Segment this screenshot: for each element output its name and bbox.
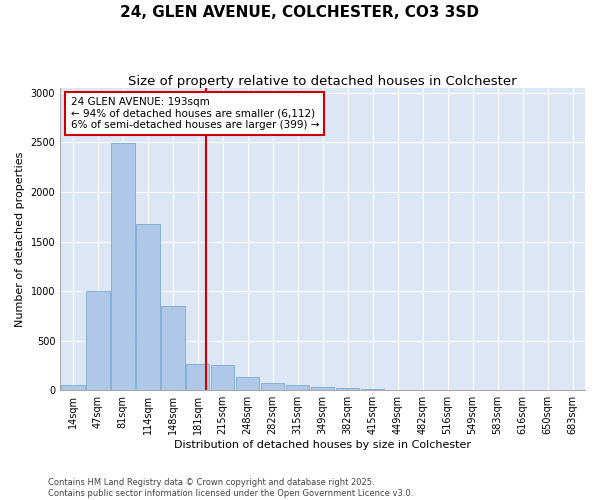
Bar — [311, 387, 334, 390]
Text: 24 GLEN AVENUE: 193sqm
← 94% of detached houses are smaller (6,112)
6% of semi-d: 24 GLEN AVENUE: 193sqm ← 94% of detached… — [71, 97, 319, 130]
X-axis label: Distribution of detached houses by size in Colchester: Distribution of detached houses by size … — [174, 440, 471, 450]
Bar — [86, 291, 110, 390]
Y-axis label: Number of detached properties: Number of detached properties — [15, 152, 25, 327]
Bar — [136, 224, 160, 390]
Title: Size of property relative to detached houses in Colchester: Size of property relative to detached ho… — [128, 75, 517, 88]
Text: Contains HM Land Registry data © Crown copyright and database right 2025.
Contai: Contains HM Land Registry data © Crown c… — [48, 478, 413, 498]
Bar — [61, 386, 85, 390]
Bar — [111, 144, 134, 390]
Bar — [211, 366, 235, 390]
Bar — [186, 364, 209, 390]
Bar — [161, 306, 185, 390]
Bar — [261, 383, 284, 390]
Bar — [286, 386, 310, 390]
Bar — [361, 389, 385, 390]
Bar — [336, 388, 359, 390]
Text: 24, GLEN AVENUE, COLCHESTER, CO3 3SD: 24, GLEN AVENUE, COLCHESTER, CO3 3SD — [121, 5, 479, 20]
Bar — [236, 378, 259, 390]
